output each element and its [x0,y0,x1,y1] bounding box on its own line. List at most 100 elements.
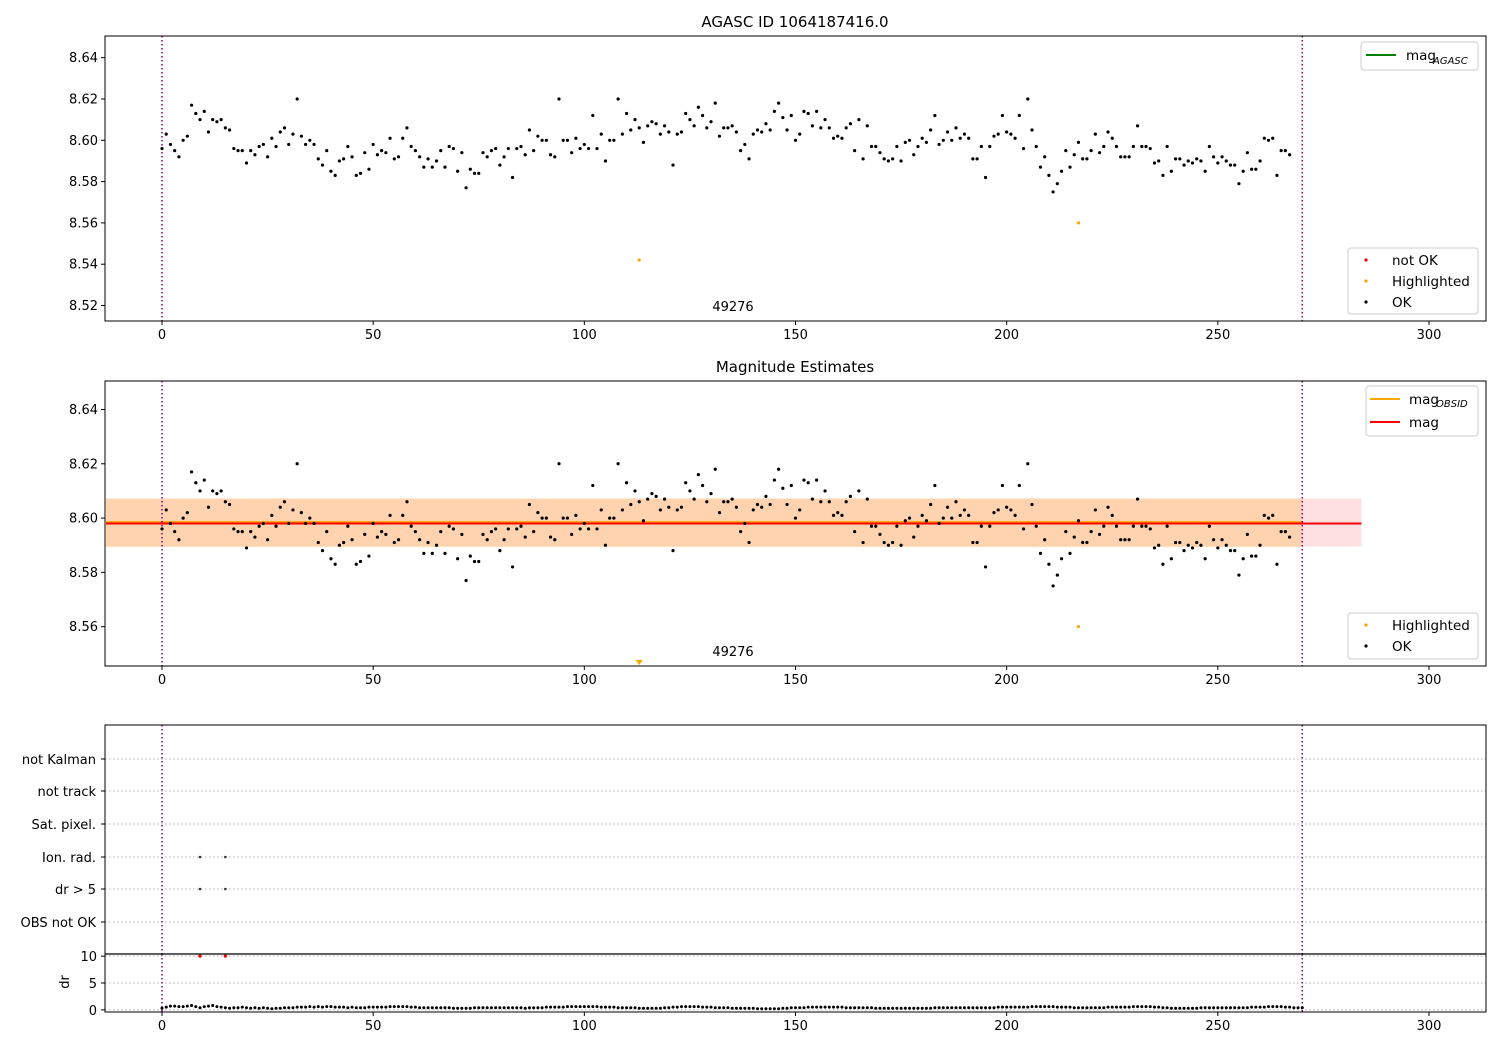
ok-point [696,473,700,477]
dr-axis-label: dr [58,975,73,989]
dr-point [549,1005,553,1009]
ok-point [709,120,713,124]
ok-point [561,516,565,520]
flag-point [198,887,202,891]
panel-4-x-tick-label: 100 [572,1019,597,1034]
dr-point [946,1006,950,1010]
dr-point [1136,1005,1140,1009]
ok-point [1055,573,1059,577]
ok-point [1076,140,1081,144]
dr-point [874,1006,878,1010]
ok-point [227,502,232,507]
ok-point [941,516,945,520]
ok-point [734,130,738,134]
ok-point [760,130,764,134]
dr-point [870,1006,874,1010]
dr-point [451,1006,455,1010]
legend-marker-swatch [1364,279,1368,283]
ok-point [903,140,907,144]
ok-point [325,149,329,153]
panel-1-x-tick-label: 250 [1205,328,1230,343]
dr-point [359,1006,363,1010]
dr-point [515,1006,519,1010]
flag-point [224,887,227,891]
ok-point [1119,155,1123,159]
dr-point [650,1006,654,1010]
ok-point [1182,163,1186,167]
dr-point [1060,1005,1064,1009]
ok-point [388,136,392,140]
ok-point [418,538,422,542]
panel-2-y-tick-label: 8.60 [69,512,98,527]
ok-point [1157,543,1161,547]
ok-point [1085,540,1089,545]
ok-point [553,155,557,159]
ok-point [861,540,865,545]
ok-point [485,155,489,159]
legend-label: mag [1406,48,1436,64]
ok-point [950,516,954,520]
ok-point [363,151,367,155]
dr-point [912,1006,916,1010]
dr-point [743,1006,747,1010]
dr-point [1220,1006,1224,1010]
ok-point [899,159,903,163]
ok-point [988,524,992,528]
ok-point [561,138,565,142]
ok-point [751,508,755,512]
legend-marker-swatch [1364,258,1368,262]
dr-point [477,1006,481,1010]
ok-point [700,113,705,118]
dr-point [1174,1006,1178,1010]
ok-point [675,132,679,136]
ok-point [1043,155,1047,159]
ok-point [844,126,848,130]
dr-point [354,1006,358,1010]
dr-point [249,1006,253,1010]
ok-point [519,144,523,149]
ok-point [1250,554,1254,558]
ok-point [1072,153,1076,157]
dr-point [418,1006,422,1010]
ok-point [1271,136,1275,140]
legend-label: Highlighted [1392,274,1470,290]
ok-point [760,505,764,509]
panel-2-y-tick-label: 8.62 [69,457,98,472]
dr-point [692,1005,696,1009]
ok-point [198,489,202,493]
ok-point [464,578,468,583]
ok-point [1051,584,1055,588]
dr-point [240,1005,244,1009]
ok-point [498,549,502,553]
ok-point [1030,128,1034,132]
dr-point [215,1005,219,1009]
ok-point [223,126,227,130]
dr-point [1131,1005,1135,1009]
dr-point [895,1006,899,1010]
ok-point [375,153,379,157]
ok-point [869,524,874,528]
ok-point [624,481,629,485]
legend-label: mag [1409,415,1439,431]
ok-point [962,132,967,136]
dr-point [308,1005,312,1009]
ok-point [1123,538,1127,542]
panel-1-annotation: 49276 [712,300,753,315]
ok-point [337,159,341,163]
dr-point [443,1006,447,1010]
dr-point [1254,1005,1258,1009]
legend-box [1347,247,1479,315]
ok-point [1021,146,1026,151]
dr-point [1233,1006,1237,1010]
dr-point [177,1005,181,1009]
ok-point [988,144,992,149]
dr-point [447,1006,451,1010]
dr-point [996,1005,1000,1009]
dr-point [819,1005,823,1009]
dr-point [857,1006,861,1010]
ok-point [548,535,553,539]
ok-point [1110,136,1114,140]
ok-point [265,538,270,542]
panel-2-x-tick-label: 250 [1205,673,1230,688]
